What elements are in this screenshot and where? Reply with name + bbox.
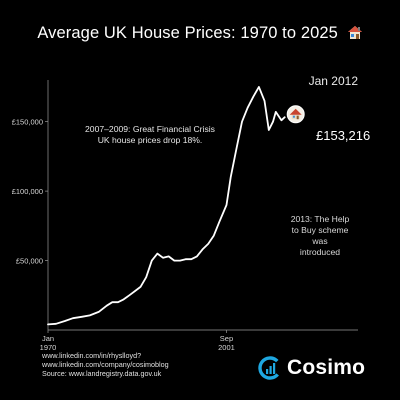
y-ticks-group: £50,000 £100,000 £150,000 (12, 118, 48, 266)
chart-title-text: Average UK House Prices: 1970 to 2025 (37, 24, 338, 42)
credit-source[interactable]: Source: www.landregistry.data.gov.uk (42, 368, 162, 378)
house-marker-icon (286, 105, 305, 124)
y-tick-label: £150,000 (12, 118, 43, 127)
annotation-line: UK house prices drop 18%. (97, 135, 203, 145)
series-line-house-price (47, 86, 286, 326)
brand: Cosimo (258, 353, 365, 383)
annotation-financial-crisis: 2007–2009: Great Financial Crisis UK hou… (60, 124, 240, 146)
annotation-line: to Buy scheme (291, 225, 349, 235)
annotation-help-to-buy: 2013: The Help to Buy scheme was introdu… (270, 214, 370, 258)
x-tick-label: 2001 (218, 343, 235, 352)
credit-linkedin-company[interactable]: www.linkedin.com/company/cosimoblog (42, 359, 169, 369)
chart-title: Average UK House Prices: 1970 to 2025 (0, 24, 400, 45)
x-tick-label: Jan (42, 334, 54, 343)
house-icon (347, 25, 363, 45)
credit-linkedin-personal[interactable]: www.linkedin.com/in/rhyslloyd? (42, 351, 142, 360)
axes-group (47, 80, 358, 331)
y-tick-label: £100,000 (12, 187, 43, 196)
current-value-label: £153,216 (316, 128, 371, 143)
annotation-line: 2007–2009: Great Financial Crisis (85, 124, 215, 134)
x-tick-label: 1970 (40, 343, 57, 352)
current-date-label: Jan 2012 (308, 74, 358, 88)
credits: www.linkedin.com/in/rhyslloyd? www.linke… (42, 351, 169, 378)
annotation-line: 2013: The Help (290, 214, 350, 224)
cosimo-logo-icon (258, 356, 282, 380)
annotation-line: was (312, 236, 328, 246)
x-tick-label: Sep (220, 334, 233, 343)
y-tick-label: £50,000 (16, 257, 43, 266)
annotation-line: introduced (299, 247, 341, 257)
brand-name: Cosimo (287, 356, 366, 379)
